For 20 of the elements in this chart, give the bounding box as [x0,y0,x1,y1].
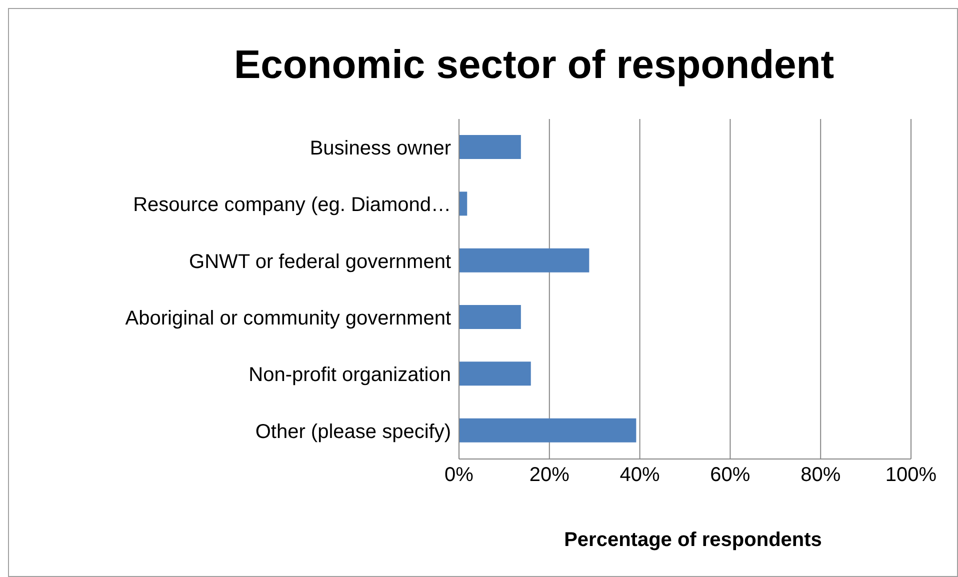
bar [459,248,590,272]
x-tick-label: 40% [620,464,660,486]
y-tick-label: Resource company (eg. Diamond… [133,194,451,216]
chart-title: Economic sector of respondent [232,43,836,88]
y-tick-label: Aboriginal or community government [125,307,452,330]
y-tick-label: Non-profit organization [248,364,451,386]
bar [459,418,636,442]
bar [459,192,468,216]
x-tick-label: 100% [885,464,937,486]
bar [459,362,531,386]
bar [459,305,521,329]
x-tick-label: 60% [710,464,750,486]
x-tick-label: 80% [800,464,841,486]
x-tick-label: 0% [444,464,474,486]
bar [459,135,521,159]
x-axis-title: Percentage of respondents [563,529,823,552]
y-tick-label: Other (please specify) [255,420,451,443]
y-tick-label: GNWT or federal government [189,250,452,273]
y-tick-label: Business owner [310,137,452,160]
x-tick-label: 20% [529,464,570,486]
